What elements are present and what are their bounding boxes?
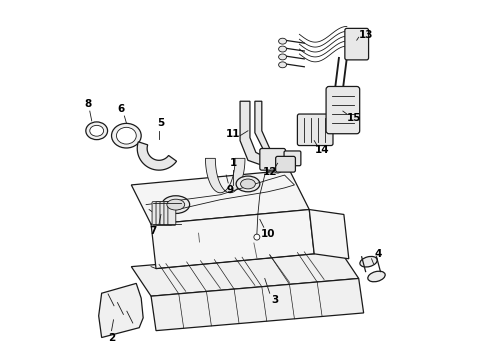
Ellipse shape <box>117 127 136 144</box>
Ellipse shape <box>90 125 103 136</box>
Text: 3: 3 <box>271 295 278 305</box>
Circle shape <box>272 163 283 173</box>
FancyBboxPatch shape <box>345 28 368 60</box>
Ellipse shape <box>86 122 108 140</box>
Polygon shape <box>98 283 143 338</box>
FancyBboxPatch shape <box>152 202 160 225</box>
Ellipse shape <box>241 179 255 189</box>
Polygon shape <box>137 142 176 170</box>
Ellipse shape <box>162 196 190 213</box>
FancyBboxPatch shape <box>164 202 172 225</box>
Circle shape <box>254 234 260 240</box>
Ellipse shape <box>112 123 141 148</box>
Ellipse shape <box>236 176 260 192</box>
Text: 7: 7 <box>149 226 157 236</box>
Text: 8: 8 <box>84 99 92 109</box>
Polygon shape <box>151 278 364 330</box>
Text: 6: 6 <box>118 104 125 114</box>
Ellipse shape <box>360 256 377 267</box>
FancyBboxPatch shape <box>276 156 295 172</box>
Polygon shape <box>240 101 262 165</box>
Ellipse shape <box>279 62 287 68</box>
Text: 10: 10 <box>261 229 275 239</box>
Ellipse shape <box>279 46 287 52</box>
Polygon shape <box>255 101 278 158</box>
Text: 13: 13 <box>358 30 373 40</box>
Text: 2: 2 <box>108 333 115 342</box>
FancyBboxPatch shape <box>284 151 301 166</box>
Text: 15: 15 <box>346 113 361 123</box>
Text: 11: 11 <box>226 129 241 139</box>
FancyBboxPatch shape <box>297 114 333 145</box>
Polygon shape <box>131 249 359 296</box>
Ellipse shape <box>279 54 287 60</box>
Polygon shape <box>309 210 349 259</box>
Text: 14: 14 <box>315 145 329 156</box>
Text: 1: 1 <box>229 158 237 168</box>
Text: 12: 12 <box>263 167 277 177</box>
Ellipse shape <box>167 199 185 210</box>
FancyBboxPatch shape <box>326 86 360 134</box>
Polygon shape <box>131 170 309 224</box>
FancyBboxPatch shape <box>156 202 164 225</box>
Ellipse shape <box>368 271 385 282</box>
FancyBboxPatch shape <box>168 202 176 225</box>
Ellipse shape <box>279 38 287 44</box>
Polygon shape <box>151 210 314 269</box>
FancyBboxPatch shape <box>160 202 168 225</box>
FancyBboxPatch shape <box>260 148 286 170</box>
Polygon shape <box>205 158 245 193</box>
Text: 5: 5 <box>157 118 165 128</box>
Text: 9: 9 <box>226 185 234 195</box>
Text: 4: 4 <box>375 249 382 259</box>
